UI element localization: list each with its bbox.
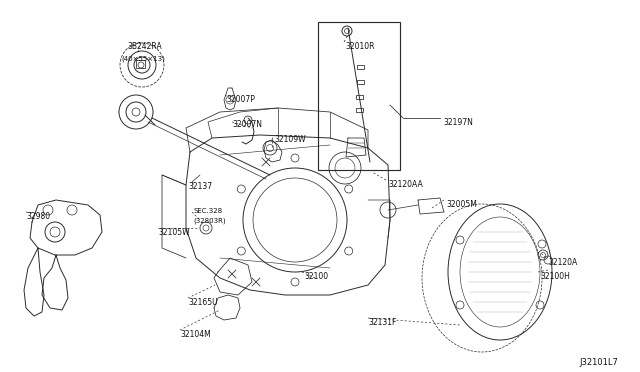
Text: 32980: 32980 bbox=[26, 212, 50, 221]
Text: 32104M: 32104M bbox=[180, 330, 211, 339]
Text: 32137: 32137 bbox=[188, 182, 212, 191]
Text: 32120AA: 32120AA bbox=[388, 180, 423, 189]
Text: 32100H: 32100H bbox=[540, 272, 570, 281]
Text: 3B242RA: 3B242RA bbox=[127, 42, 163, 51]
Text: SEC.328: SEC.328 bbox=[193, 208, 222, 214]
Bar bbox=[136, 60, 145, 68]
Text: (40×55×13): (40×55×13) bbox=[121, 56, 165, 62]
Bar bbox=[356, 95, 363, 99]
Text: (32803R): (32803R) bbox=[193, 218, 226, 224]
Text: 32120A: 32120A bbox=[548, 258, 577, 267]
Text: 32007P: 32007P bbox=[226, 95, 255, 104]
Text: 32165U: 32165U bbox=[188, 298, 218, 307]
Text: 32007N: 32007N bbox=[232, 120, 262, 129]
Bar bbox=[357, 80, 364, 84]
Bar bbox=[318, 22, 400, 170]
Text: 32100: 32100 bbox=[304, 272, 328, 281]
Bar bbox=[356, 108, 363, 112]
Text: 32197N: 32197N bbox=[443, 118, 473, 127]
Bar bbox=[357, 65, 364, 69]
Text: J32101L7: J32101L7 bbox=[579, 358, 618, 367]
Text: 32131F: 32131F bbox=[368, 318, 396, 327]
Text: 32010R: 32010R bbox=[345, 42, 374, 51]
Text: 32005M: 32005M bbox=[446, 200, 477, 209]
Text: 32105W: 32105W bbox=[158, 228, 189, 237]
Text: 32109W: 32109W bbox=[274, 135, 306, 144]
